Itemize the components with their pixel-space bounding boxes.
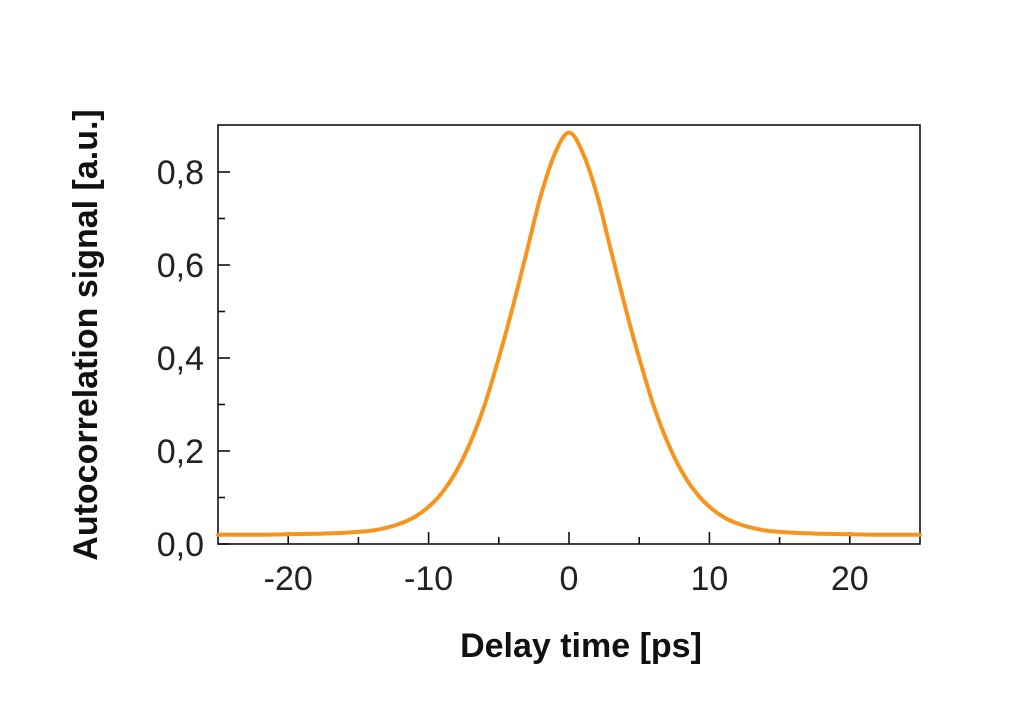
autocorrelation-curve [216, 130, 922, 537]
y-axis-title: Autocorrelation signal [a.u.] [67, 109, 105, 560]
x-axis-tick-labels: -20 -10 0 10 20 [264, 560, 869, 598]
plot-frame [217, 124, 921, 545]
x-tick-label: -10 [404, 560, 453, 598]
x-tick-label: 20 [831, 560, 869, 598]
x-tick-label: 10 [690, 560, 728, 598]
y-tick-label: 0,4 [157, 340, 204, 378]
x-tick-label: 0 [560, 560, 579, 598]
y-tick-label: 0,6 [157, 247, 204, 285]
y-axis-tick-labels: 0,0 0,2 0,4 0,6 0,8 [157, 154, 204, 564]
y-tick-label: 0,2 [157, 433, 204, 471]
x-axis-title: Delay time [ps] [460, 627, 702, 665]
x-tick-label: -20 [264, 560, 313, 598]
plot-area: -20 -10 0 10 20 0,0 0,2 0,4 0,6 0,8 [157, 124, 922, 598]
x-axis-ticks [287, 532, 851, 544]
y-axis-ticks [218, 171, 230, 545]
y-tick-label: 0,8 [157, 154, 204, 192]
y-tick-label: 0,0 [157, 526, 204, 564]
